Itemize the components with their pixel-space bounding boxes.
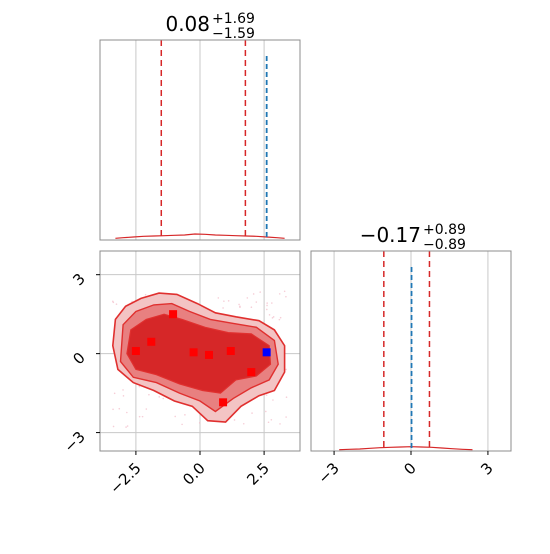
background-sample — [272, 316, 275, 318]
joint-area — [111, 290, 288, 428]
background-sample — [252, 293, 255, 295]
background-sample — [144, 293, 147, 296]
background-sample — [283, 290, 286, 293]
background-sample — [227, 300, 230, 302]
background-sample — [242, 422, 245, 425]
background-sample — [184, 414, 186, 416]
sample-marker — [247, 368, 256, 377]
background-sample — [126, 425, 129, 427]
background-sample — [250, 306, 253, 309]
panel-title-marginal-2: −0.17 +0.89−0.89 — [360, 222, 466, 253]
sample-marker — [169, 310, 178, 319]
sample-marker — [147, 337, 156, 346]
background-sample — [285, 368, 287, 371]
ytick-label: 0 — [69, 349, 88, 368]
xtick-label: −3 — [315, 459, 343, 487]
background-sample — [246, 297, 249, 299]
background-sample — [266, 308, 268, 311]
title-lower-error: −0.89 — [423, 237, 466, 253]
background-sample — [112, 425, 115, 428]
background-sample — [174, 415, 177, 418]
contour-level-core — [126, 313, 272, 394]
background-sample — [285, 396, 288, 399]
background-sample — [223, 300, 225, 302]
frame-marginal-1 — [99, 39, 301, 241]
panel-marginal-1 — [115, 40, 285, 240]
xtick-label: 0.0 — [179, 459, 209, 489]
background-sample — [113, 392, 116, 395]
background-sample — [272, 399, 274, 401]
background-sample — [264, 410, 267, 413]
background-sample — [217, 297, 220, 299]
background-sample — [279, 316, 282, 319]
background-sample — [259, 291, 261, 293]
background-sample — [270, 419, 273, 421]
background-sample — [265, 394, 268, 396]
truth-point-marker — [262, 348, 271, 357]
background-sample — [162, 397, 165, 400]
sample-marker — [226, 347, 235, 355]
background-sample — [278, 318, 281, 321]
title-value: −0.17 — [360, 223, 421, 247]
ytick-label: 3 — [69, 270, 88, 289]
xtick-label: −2.5 — [106, 459, 144, 497]
background-sample — [112, 301, 115, 304]
background-sample — [222, 307, 224, 309]
title-upper-error: +1.69 — [212, 11, 255, 27]
background-sample — [266, 304, 268, 307]
sample-marker — [131, 347, 140, 355]
title-upper-error: +0.89 — [423, 222, 466, 238]
background-sample — [126, 411, 128, 414]
background-sample — [271, 317, 274, 319]
background-sample — [285, 416, 287, 418]
background-sample — [148, 393, 150, 396]
background-sample — [112, 408, 114, 411]
background-sample — [251, 412, 253, 414]
background-sample — [141, 415, 144, 418]
background-sample — [158, 396, 161, 398]
background-sample — [138, 415, 141, 418]
background-sample — [285, 295, 287, 298]
panel-marginal-2 — [333, 251, 489, 451]
background-sample — [278, 293, 281, 295]
background-sample — [255, 301, 258, 303]
background-sample — [198, 422, 201, 424]
xtick-label: 3 — [477, 459, 496, 478]
histogram-area — [339, 251, 473, 451]
xtick-label: 2.5 — [243, 459, 273, 489]
xtick-label: 0 — [400, 459, 419, 478]
histogram-line — [339, 446, 473, 451]
background-sample — [268, 314, 271, 316]
background-sample — [118, 407, 121, 410]
background-sample — [115, 303, 118, 305]
background-sample — [239, 305, 241, 308]
histogram-area — [115, 40, 285, 240]
background-sample — [238, 303, 240, 306]
background-sample — [266, 302, 268, 304]
background-sample — [233, 419, 236, 421]
sample-marker — [189, 348, 198, 357]
ytick-label: −3 — [60, 428, 88, 456]
background-sample — [271, 302, 273, 304]
title-value: 0.08 — [165, 12, 210, 36]
background-sample — [145, 408, 148, 410]
background-sample — [267, 421, 270, 424]
panel-title-marginal-1: 0.08 +1.69−1.59 — [165, 11, 254, 42]
panel-joint — [100, 251, 300, 451]
title-lower-error: −1.59 — [212, 26, 255, 42]
sample-marker — [204, 350, 213, 359]
background-sample — [138, 385, 141, 388]
background-sample — [125, 426, 127, 428]
background-sample — [181, 423, 183, 426]
sample-marker — [219, 398, 228, 407]
background-sample — [122, 395, 125, 397]
background-sample — [279, 423, 281, 425]
histogram-line — [115, 233, 285, 239]
background-sample — [122, 389, 124, 391]
